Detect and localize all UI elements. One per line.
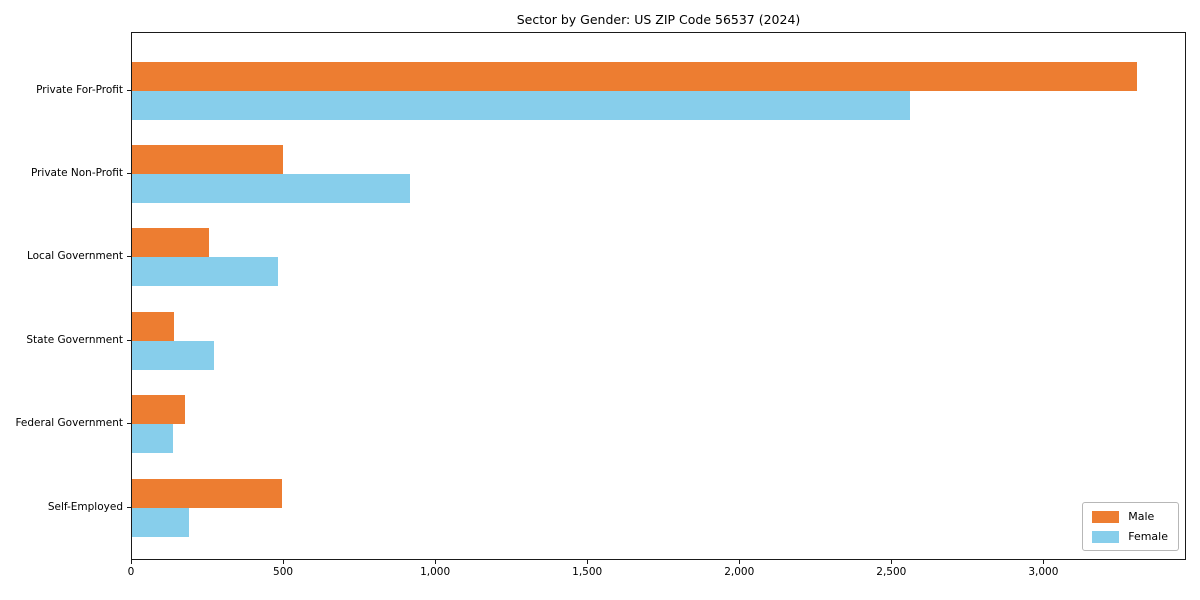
xtick-label: 500 <box>273 566 294 578</box>
xtick-mark <box>738 560 740 564</box>
bar-female-5 <box>132 507 189 537</box>
ytick-mark <box>127 339 131 341</box>
xtick-mark <box>282 560 284 564</box>
xtick-mark <box>1042 560 1044 564</box>
ytick-label: Self-Employed <box>47 500 123 513</box>
xtick-mark <box>890 560 892 564</box>
bar-female-1 <box>132 173 410 203</box>
xtick-label: 2,500 <box>876 566 907 578</box>
legend-item-male: Male <box>1092 510 1168 523</box>
xtick-label: 2,000 <box>724 566 755 578</box>
bar-male-3 <box>132 311 174 341</box>
legend-swatch-female <box>1092 530 1120 543</box>
xtick-label: 3,000 <box>1028 566 1059 578</box>
bar-female-3 <box>132 340 214 370</box>
xtick-mark <box>586 560 588 564</box>
xtick-label: 1,000 <box>420 566 451 578</box>
xtick-label: 0 <box>127 566 135 578</box>
legend: Male Female <box>1082 502 1179 551</box>
ytick-mark <box>127 256 131 258</box>
chart-title: Sector by Gender: US ZIP Code 56537 (202… <box>516 12 801 27</box>
ytick-mark <box>127 172 131 174</box>
bar-female-0 <box>132 90 910 120</box>
bar-male-4 <box>132 395 185 425</box>
bar-male-1 <box>132 144 283 174</box>
bar-female-4 <box>132 424 173 454</box>
ytick-mark <box>127 506 131 508</box>
plot-area: Male Female <box>131 32 1186 560</box>
xtick-mark <box>130 560 132 564</box>
legend-label: Female <box>1128 530 1168 543</box>
legend-item-female: Female <box>1092 530 1168 543</box>
ytick-label: Local Government <box>26 250 123 263</box>
legend-swatch-male <box>1092 510 1120 523</box>
bar-male-5 <box>132 478 282 508</box>
legend-label: Male <box>1128 510 1155 523</box>
ytick-mark <box>127 89 131 91</box>
bar-female-2 <box>132 257 278 287</box>
bar-male-0 <box>132 61 1137 91</box>
bar-male-2 <box>132 228 209 258</box>
ytick-label: Federal Government <box>15 417 123 430</box>
ytick-label: Private Non-Profit <box>30 166 123 179</box>
ytick-mark <box>127 423 131 425</box>
ytick-label: State Government <box>26 333 123 346</box>
xtick-mark <box>434 560 436 564</box>
xtick-label: 1,500 <box>572 566 603 578</box>
ytick-label: Private For-Profit <box>36 83 123 96</box>
